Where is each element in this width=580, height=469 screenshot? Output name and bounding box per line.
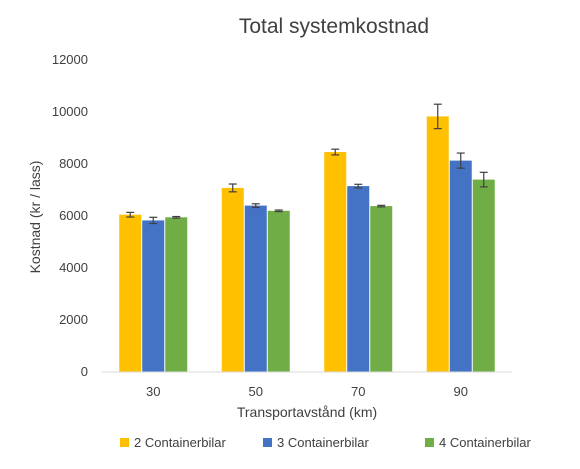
legend-swatch bbox=[425, 438, 434, 447]
bar bbox=[370, 206, 393, 372]
legend: 2 Containerbilar 3 Containerbilar 4 Contai… bbox=[120, 435, 531, 450]
bar bbox=[426, 116, 449, 372]
legend-label: 2 Containerbilar bbox=[134, 435, 226, 450]
legend-swatch bbox=[120, 438, 129, 447]
x-axis-title: Transportavstånd (km) bbox=[237, 404, 377, 420]
x-tick-label: 70 bbox=[351, 384, 365, 399]
x-tick-label: 30 bbox=[146, 384, 160, 399]
y-tick-label: 0 bbox=[81, 364, 88, 379]
bar bbox=[449, 160, 472, 372]
legend-swatch bbox=[263, 438, 272, 447]
x-tick-label: 90 bbox=[454, 384, 468, 399]
legend-label: 3 Containerbilar bbox=[277, 435, 369, 450]
y-tick-label: 10000 bbox=[52, 104, 88, 119]
y-tick-label: 4000 bbox=[59, 260, 88, 275]
y-tick-label: 6000 bbox=[59, 208, 88, 223]
y-tick-label: 2000 bbox=[59, 312, 88, 327]
legend-label: 4 Containerbilar bbox=[439, 435, 531, 450]
bars bbox=[119, 103, 495, 372]
bar bbox=[267, 210, 290, 372]
bar bbox=[119, 214, 142, 372]
bar bbox=[472, 179, 495, 372]
y-tick-label: 8000 bbox=[59, 156, 88, 171]
bar bbox=[221, 187, 244, 372]
bar bbox=[165, 217, 188, 372]
x-axis: 30 50 70 90 bbox=[102, 371, 512, 399]
y-tick-label: 12000 bbox=[52, 52, 88, 67]
x-tick-label: 50 bbox=[249, 384, 263, 399]
bar bbox=[244, 205, 267, 372]
bar bbox=[142, 220, 165, 372]
y-axis: 0 2000 4000 6000 8000 10000 12000 bbox=[52, 52, 88, 379]
chart-title: Total systemkostnad bbox=[239, 15, 429, 38]
y-axis-title: Kostnad (kr / lass) bbox=[27, 161, 43, 274]
bar bbox=[324, 152, 347, 372]
bar bbox=[347, 186, 370, 372]
